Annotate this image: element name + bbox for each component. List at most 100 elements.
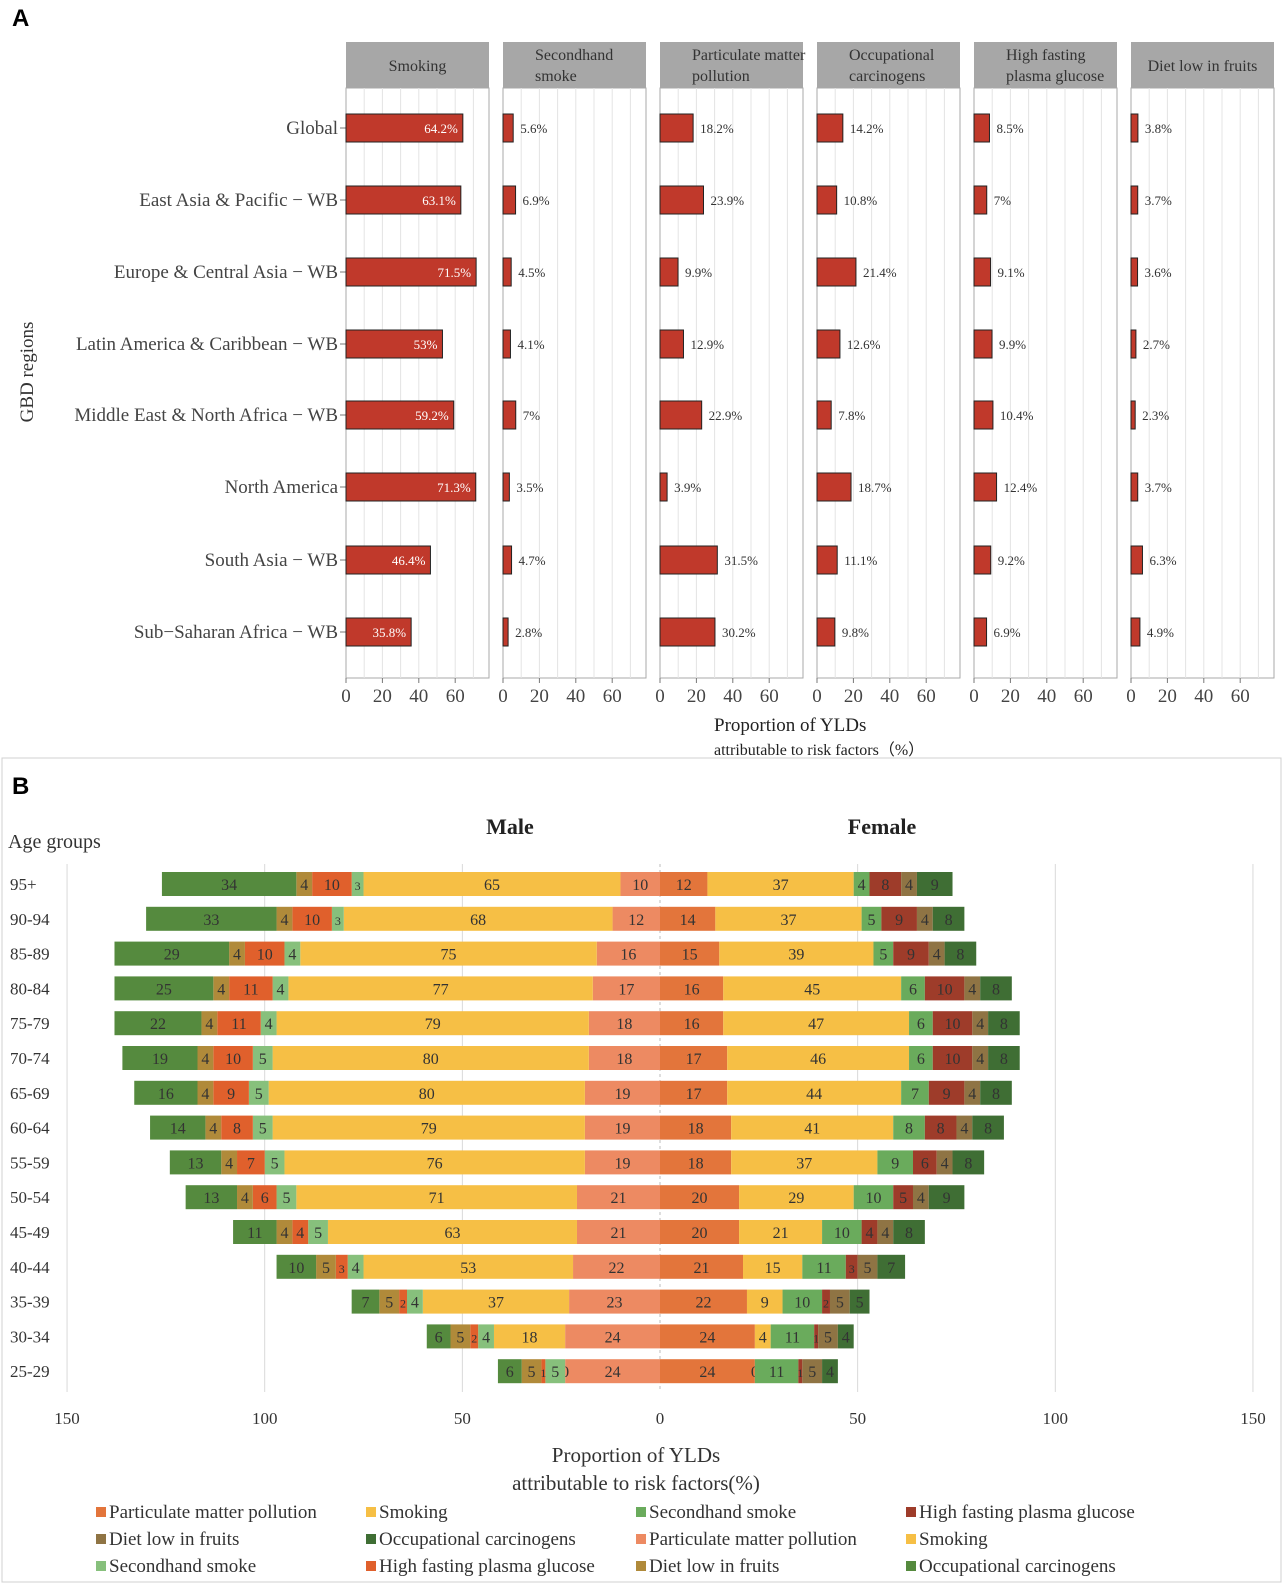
bar: [1130, 545, 1143, 575]
bar-label: 22.9%: [709, 408, 743, 423]
female-segment: [916, 872, 953, 896]
facet-title: plasma glucose: [1006, 68, 1104, 85]
bar: [502, 472, 510, 502]
x-tick-label: 20: [373, 686, 392, 707]
male-segment: [588, 1011, 660, 1036]
segment-label: 6: [435, 1329, 443, 1346]
bar-label: 53%: [414, 337, 438, 352]
segment-label: 12: [676, 877, 692, 894]
segment-label: 41: [804, 1121, 820, 1138]
bar-label: 5.6%: [520, 121, 547, 136]
legend-label: Secondhand smoke: [649, 1502, 796, 1523]
bar: [1130, 400, 1136, 430]
segment-label: 4: [941, 1155, 949, 1172]
segment-label: 4: [201, 1051, 209, 1068]
male-title: Male: [486, 814, 534, 839]
bar-label: 8.5%: [996, 121, 1023, 136]
segment-label: 19: [614, 1086, 630, 1103]
female-segment: [932, 906, 965, 931]
male-segment: [379, 1289, 400, 1314]
age-label: 95+: [10, 875, 37, 894]
legend-label: Particulate matter pollution: [649, 1529, 857, 1550]
bar: [659, 113, 694, 143]
x-tick-label: 40: [1037, 686, 1056, 707]
male-segment: [292, 906, 332, 931]
male-segment: [197, 1046, 214, 1070]
panel-a-ylabel: GBD regions: [17, 322, 38, 423]
age-label: 85-89: [10, 945, 50, 964]
bar: [816, 472, 852, 502]
x-tick-label: 20: [530, 686, 549, 707]
region-label: Latin America & Caribbean − WB: [76, 334, 338, 355]
segment-label: 24: [699, 1364, 715, 1381]
segment-label: 4: [225, 1155, 233, 1172]
segment-label: 4: [826, 1364, 834, 1381]
segment-label: 4: [280, 1225, 288, 1242]
male-segment: [237, 1150, 265, 1175]
segment-label: 9: [761, 1295, 769, 1312]
bar-label: 31.5%: [724, 553, 758, 568]
region-label: South Asia − WB: [205, 550, 338, 571]
x-tick-label: 0: [498, 686, 508, 707]
age-label: 90-94: [10, 910, 50, 929]
bar: [1130, 472, 1139, 502]
male-segment: [205, 1115, 222, 1140]
female-segment: [660, 1150, 732, 1175]
male-segment: [264, 1150, 285, 1175]
segment-label: 15: [682, 947, 698, 964]
male-segment: [284, 941, 301, 966]
bar-label: 3.9%: [674, 480, 701, 495]
male-segment: [213, 976, 230, 1001]
female-segment: [877, 1220, 894, 1244]
segment-label: 5: [255, 1086, 263, 1103]
male-segment: [407, 1289, 423, 1314]
bar: [659, 185, 704, 215]
segment-label: 75: [441, 947, 457, 964]
x-tick-label: 50: [849, 1409, 866, 1428]
facet-plot-area: [973, 87, 1118, 679]
x-tick-label: 100: [252, 1409, 278, 1428]
male-segment: [312, 872, 352, 896]
female-segment: [782, 1289, 823, 1314]
segment-label: 4: [217, 981, 225, 998]
segment-label: 53: [460, 1260, 476, 1277]
legend-label: Secondhand smoke: [109, 1556, 256, 1577]
female-segment: [853, 872, 870, 896]
bar-label: 9.9%: [999, 337, 1026, 352]
female-segment: [719, 941, 874, 966]
female-segment: [928, 1080, 965, 1105]
male-segment: [185, 1185, 238, 1210]
female-segment: [881, 906, 917, 931]
segment-label: 4: [858, 877, 866, 894]
x-tick-label: 40: [723, 686, 742, 707]
male-segment: [114, 976, 214, 1001]
segment-label: 4: [866, 1225, 874, 1242]
female-segment: [822, 1220, 862, 1244]
segment-label: 18: [616, 1051, 632, 1068]
segment-label: 24: [605, 1329, 621, 1346]
bar-label: 7%: [523, 408, 541, 423]
bar-label: 4.7%: [519, 553, 546, 568]
segment-label: 7: [247, 1155, 255, 1172]
segment-label: 4: [300, 877, 308, 894]
bar: [659, 329, 684, 359]
female-segment: [660, 1011, 724, 1036]
male-segment: [596, 941, 660, 966]
male-segment: [327, 1220, 577, 1244]
bar: [502, 185, 517, 215]
segment-label: 10: [865, 1190, 881, 1207]
male-segment: [569, 1289, 660, 1314]
male-segment: [584, 1115, 660, 1140]
female-segment: [980, 1080, 1012, 1105]
segment-label: 3: [355, 879, 361, 893]
male-segment: [272, 976, 289, 1001]
male-segment: [426, 1324, 451, 1349]
segment-label: 11: [816, 1260, 831, 1277]
x-tick-label: 40: [409, 686, 428, 707]
facet-title: Particulate matter: [692, 47, 806, 64]
segment-label: 10: [794, 1295, 810, 1312]
male-segment: [576, 1185, 660, 1210]
female-segment: [901, 976, 925, 1001]
segment-label: 9: [907, 947, 915, 964]
segment-label: 10: [324, 877, 340, 894]
